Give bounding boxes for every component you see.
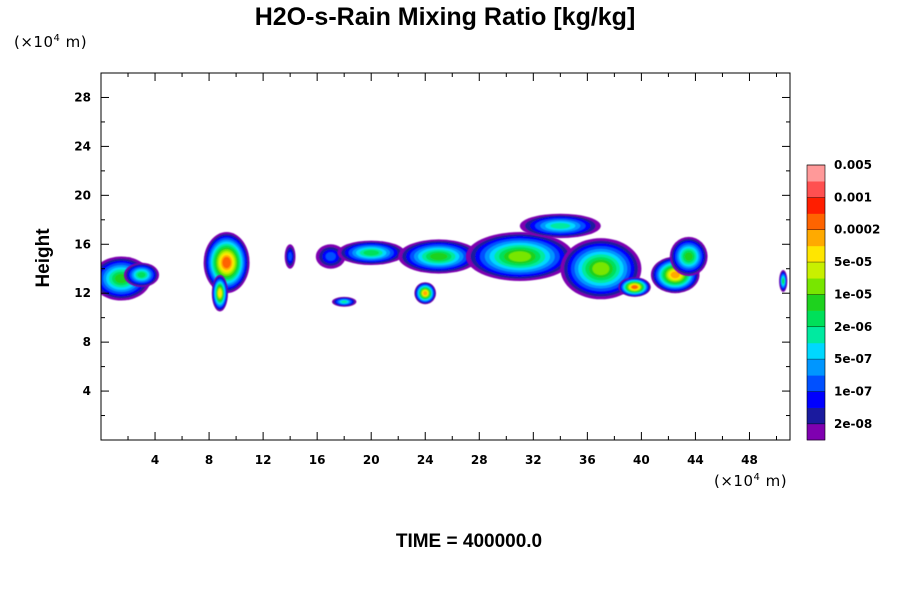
contour-level-9 (508, 251, 531, 262)
rain-cell-10 (465, 232, 574, 281)
colorbar-swatch-10 (807, 262, 825, 279)
rain-cell-4 (211, 274, 228, 312)
x-tick-label-32: 32 (525, 453, 542, 467)
x-tick-label-48: 48 (741, 453, 758, 467)
contour-level-6 (550, 222, 571, 229)
colorbar: 2e-08 1e-07 5e-07 2e-06 1e-05 5e-05 0.0002 0.00… (806, 158, 880, 441)
y-tick-label-4: 4 (83, 384, 91, 398)
y-tick-label-28: 28 (74, 90, 91, 104)
colorbar-swatch-6 (807, 326, 825, 344)
x-tick-label-4: 4 (151, 453, 159, 467)
contour-level-7 (782, 278, 785, 284)
rain-cell-7 (337, 240, 406, 265)
x-unit-suffix: m) (760, 472, 788, 490)
x-tick-label-12: 12 (255, 453, 272, 467)
chart-title: H2O-s-Rain Mixing Ratio [kg/kg] (254, 3, 636, 31)
x-tick-label-8: 8 (205, 453, 213, 467)
colorbar-swatch-16 (807, 165, 825, 182)
contour-level-7 (137, 272, 146, 278)
contour-level-8 (429, 252, 448, 261)
contour-level-7 (363, 250, 380, 256)
rain-cell-2 (123, 262, 160, 288)
y-tick-label-24: 24 (74, 139, 91, 153)
colorbar-swatch-5 (807, 342, 825, 360)
plot-frame (100, 72, 791, 441)
contour-fill-group (101, 213, 788, 312)
y-unit-label: (×104 m) (14, 33, 87, 51)
time-label: TIME = 400000.0 (395, 531, 543, 552)
contour-level-12 (670, 271, 680, 279)
y-unit-prefix: (×10 (14, 33, 54, 51)
colorbar-swatch-1 (807, 407, 825, 425)
contour-level-8 (684, 252, 693, 261)
x-unit-exponent: 4 (753, 472, 761, 483)
rain-cell-15 (669, 236, 708, 277)
colorbar-swatch-0 (807, 423, 825, 441)
colorbar-swatch-14 (807, 197, 825, 214)
colorbar-swatch-8 (807, 294, 825, 311)
contour-level-3 (288, 252, 292, 261)
rain-cell-9 (398, 239, 480, 274)
colorbar-swatch-12 (807, 229, 825, 247)
contour-level-3 (325, 252, 336, 261)
x-tick-label-20: 20 (363, 453, 380, 467)
y-tick-label-16: 16 (74, 237, 91, 251)
colorbar-label-4: 1e-05 (834, 287, 872, 301)
x-unit-prefix: (×10 (714, 472, 754, 490)
colorbar-swatch-15 (807, 181, 825, 198)
colorbar-swatch-13 (807, 213, 825, 231)
contour-level-12 (423, 291, 428, 296)
colorbar-label-5: 5e-05 (834, 255, 872, 269)
colorbar-swatch-11 (807, 245, 825, 263)
x-tick-label-24: 24 (417, 453, 434, 467)
colorbar-swatch-7 (807, 310, 825, 328)
rain-cell-12 (560, 238, 642, 300)
rain-cell-5 (284, 244, 296, 269)
colorbar-label-8: 0.005 (834, 158, 872, 172)
colorbar-label-2: 5e-07 (834, 352, 872, 366)
y-unit-suffix: m) (60, 33, 88, 51)
x-tick-label-28: 28 (471, 453, 488, 467)
rain-cell-8 (414, 282, 437, 305)
rain-cell-3 (203, 232, 250, 294)
y-tick-label-8: 8 (83, 335, 91, 349)
rain-cell-16 (779, 270, 788, 292)
colorbar-label-3: 2e-06 (834, 320, 872, 334)
colorbar-label-7: 0.001 (834, 190, 872, 204)
colorbar-swatch-3 (807, 375, 825, 392)
colorbar-swatch-4 (807, 359, 825, 376)
y-tick-label-12: 12 (74, 286, 91, 300)
y-tick-label-20: 20 (74, 188, 91, 202)
y-unit-exponent: 4 (53, 33, 61, 44)
rain-cell-13 (618, 277, 651, 297)
colorbar-label-6: 0.0002 (834, 223, 880, 237)
contour-level-13 (631, 285, 638, 289)
colorbar-swatch-9 (807, 278, 825, 295)
x-tick-label-16: 16 (309, 453, 326, 467)
x-tick-label-36: 36 (579, 453, 596, 467)
colorbar-swatch-2 (807, 391, 825, 408)
rain-cell-11 (519, 213, 601, 239)
rain-cell-17 (332, 296, 357, 307)
colorbar-label-0: 2e-08 (834, 417, 872, 431)
x-tick-label-40: 40 (633, 453, 650, 467)
contour-level-9 (592, 262, 610, 276)
contour-level-6 (341, 300, 348, 303)
contour-level-13 (222, 257, 231, 269)
x-tick-label-44: 44 (687, 453, 704, 467)
colorbar-label-1: 1e-07 (834, 385, 872, 399)
contour-level-11 (218, 289, 222, 297)
x-unit-label: (×104 m) (714, 472, 787, 490)
